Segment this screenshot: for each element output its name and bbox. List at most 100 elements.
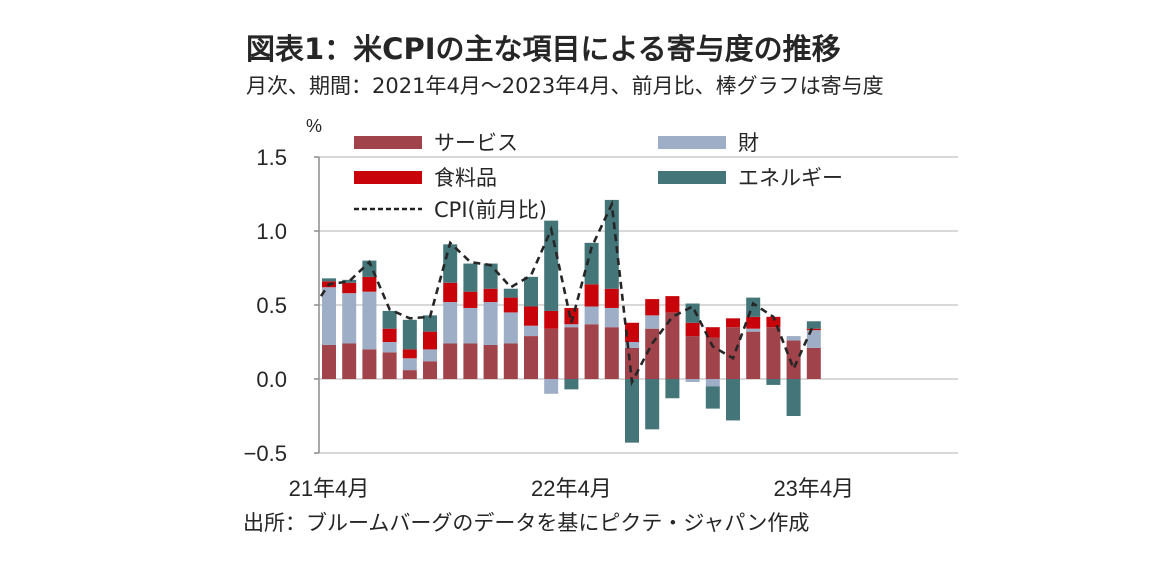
x-tick-label: 22年4月 [531,476,612,501]
bar-segment-食料品 [483,288,498,303]
bar-segment-エネルギー [806,321,821,329]
bar-segment-エネルギー [766,379,781,385]
bar-segment-サービス [766,327,781,379]
y-tick-label: −0.5 [244,441,287,466]
y-tick-labels: 1.5 1.0 0.5 0.0 −0.5 [244,145,287,466]
legend-label: 財 [738,131,759,155]
bar-segment-財 [544,379,559,394]
bar-segment-サービス [604,327,619,379]
bar-segment-財 [423,349,437,362]
bar-segment-サービス [463,343,478,379]
bar-segment-食料品 [685,322,700,337]
bar-segment-サービス [423,361,437,379]
bar-segment-財 [705,379,720,387]
bar-segment-食料品 [766,316,781,328]
bar-segment-財 [685,379,700,382]
bar-segment-食料品 [423,331,437,350]
bar-segment-エネルギー [786,379,801,416]
bar-segment-エネルギー [423,315,437,332]
bar-segment-財 [483,302,498,345]
x-tick-label: 23年4月 [773,476,854,501]
bar-segment-サービス [402,370,417,379]
bar-segment-財 [362,291,377,350]
bar-segment-食料品 [443,282,458,303]
bar-segment-食料品 [726,318,740,328]
y-axis-unit: % [306,116,322,136]
bar-segment-サービス [443,343,458,379]
legend-swatch [658,136,726,149]
bar-segment-食料品 [604,288,619,308]
bar-segment-エネルギー [625,379,639,443]
bar-segment-サービス [503,343,518,379]
bar-segment-エネルギー [564,379,579,390]
bar-segment-エネルギー [443,244,458,283]
bar-segment-財 [604,307,619,328]
bar-segment-サービス [806,347,821,379]
bar-segment-エネルギー [645,379,660,430]
bar-segment-食料品 [463,291,478,308]
y-tick-label: 0.0 [256,367,287,392]
bar-segment-財 [625,342,639,348]
legend-label: エネルギー [738,166,843,190]
bar-segment-食料品 [544,310,559,329]
bars-group [322,199,821,443]
chart-title: 図表1：米CPIの主な項目による寄与度の推移 [246,32,841,66]
bar-segment-サービス [584,324,599,379]
legend-label: CPI(前月比) [434,198,547,222]
bar-segment-エネルギー [705,386,720,409]
bar-segment-サービス [685,336,700,379]
bar-segment-食料品 [705,327,720,338]
bar-segment-財 [463,307,478,344]
bar-segment-財 [786,336,801,341]
bar-segment-財 [382,342,397,353]
bar-segment-サービス [564,327,579,379]
bar-segment-食料品 [362,276,377,292]
bar-segment-食料品 [625,322,639,342]
bar-segment-財 [402,358,417,371]
bar-segment-財 [342,293,357,344]
bar-segment-サービス [786,340,801,379]
bar-segment-食料品 [382,328,397,342]
bar-segment-財 [584,306,599,325]
bar-segment-食料品 [402,349,417,359]
bar-segment-サービス [322,344,336,379]
bar-segment-エネルギー [524,276,538,307]
bar-segment-財 [322,287,336,345]
x-tick-labels: 21年4月 22年4月 23年4月 [289,476,855,501]
bar-segment-エネルギー [402,319,417,350]
bar-segment-サービス [726,327,740,379]
cpi-line [319,199,815,387]
bar-segment-エネルギー [342,279,357,283]
bar-segment-サービス [483,344,498,379]
bar-segment-エネルギー [726,379,740,421]
bar-segment-エネルギー [503,288,518,298]
bar-segment-サービス [705,337,720,379]
bar-segment-エネルギー [322,278,336,282]
x-tick-label: 21年4月 [289,476,370,501]
bar-segment-食料品 [746,316,761,329]
y-tick-label: 1.0 [256,219,287,244]
bar-segment-エネルギー [463,263,478,292]
chart-subtitle: 月次、期間：2021年4月～2023年4月、前月比、棒グラフは寄与度 [246,74,884,98]
bar-segment-財 [443,302,458,344]
legend-swatch [354,171,422,184]
legend-label: サービス [434,131,518,155]
legend-swatch [658,171,726,184]
bar-segment-サービス [382,352,397,379]
bar-segment-財 [524,325,538,337]
y-tick-label: 1.5 [256,145,287,170]
bar-segment-食料品 [584,284,599,307]
bar-segment-財 [645,315,660,329]
bar-segment-財 [746,328,761,332]
y-tick-label: 0.5 [256,293,287,318]
bar-segment-エネルギー [685,303,700,323]
bar-segment-サービス [524,336,538,379]
bar-segment-財 [503,312,518,344]
bar-segment-エネルギー [584,242,599,285]
bar-segment-エネルギー [604,199,619,289]
bar-segment-食料品 [645,299,660,316]
legend-label: 食料品 [434,166,497,190]
bar-segment-食料品 [665,296,680,313]
